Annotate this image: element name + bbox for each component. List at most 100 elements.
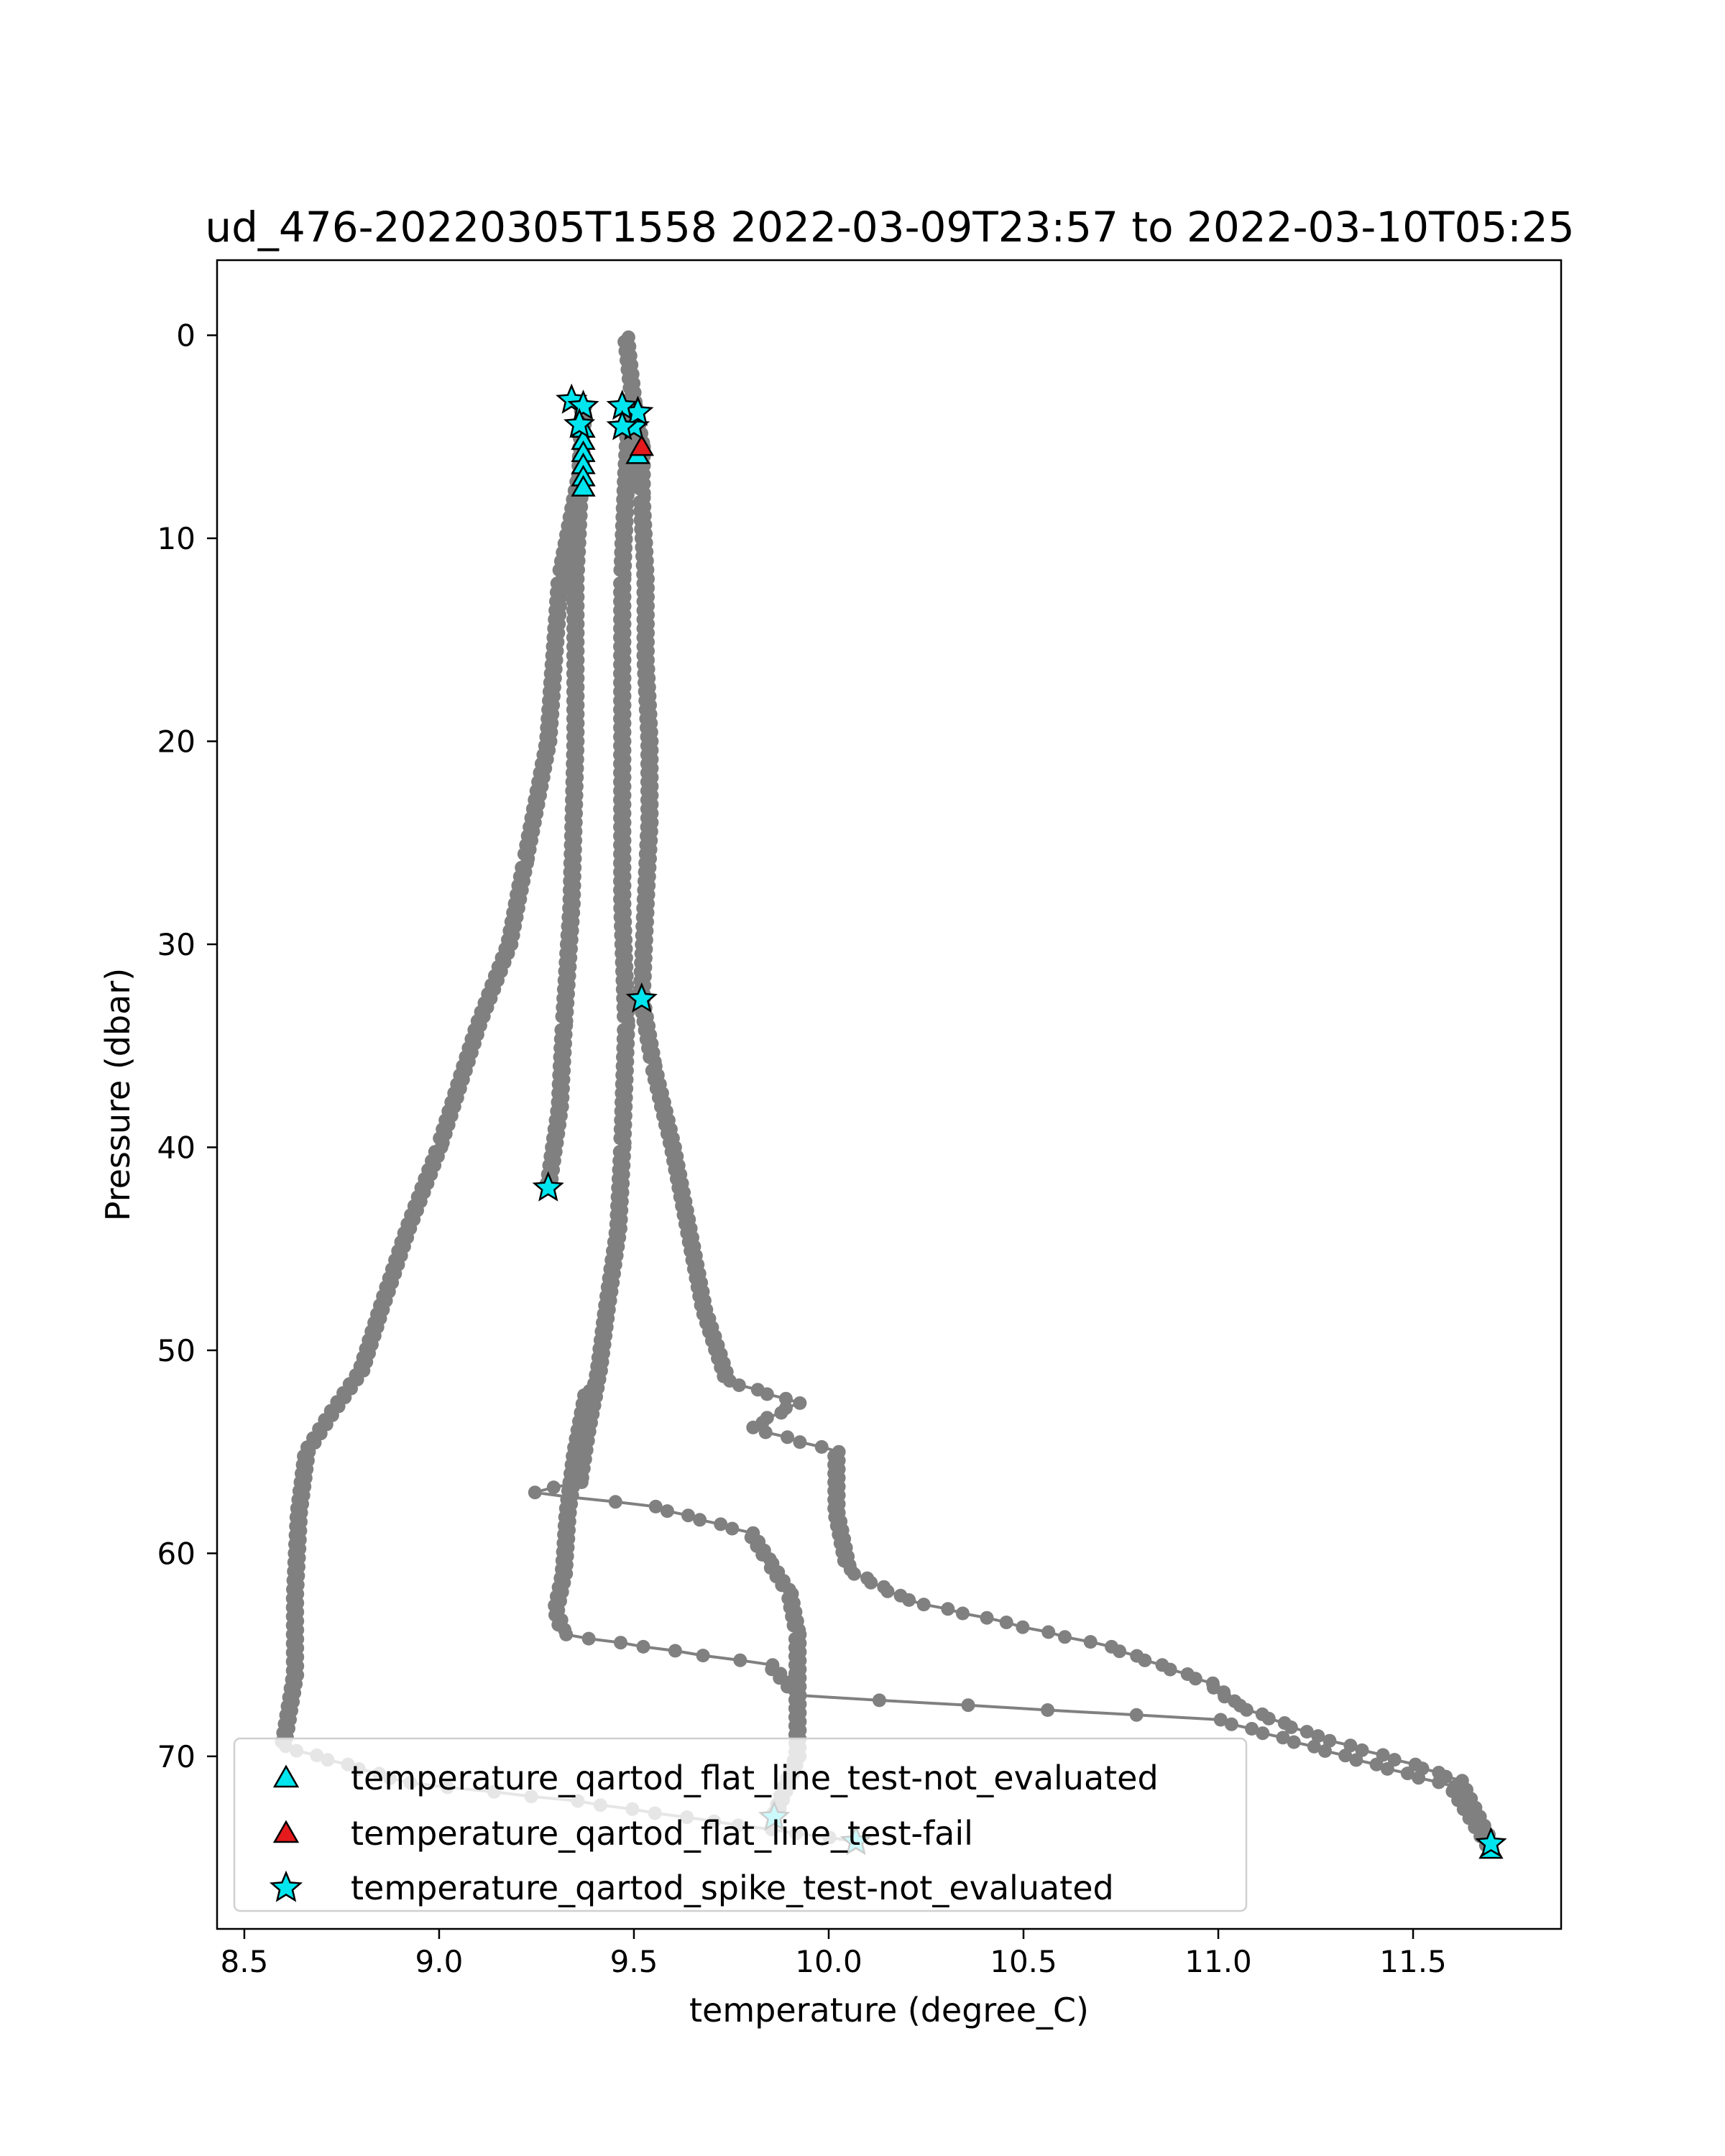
y-tick-label: 20 xyxy=(157,724,196,759)
data-point xyxy=(760,1387,774,1401)
spike-not-evaluated-marker xyxy=(532,1171,564,1202)
data-point xyxy=(1322,1733,1337,1748)
spike-not-evaluated-marker xyxy=(606,410,638,441)
data-point xyxy=(1311,1729,1325,1743)
x-tick-label: 8.5 xyxy=(221,1944,269,1979)
data-point xyxy=(1129,1708,1144,1722)
data-point xyxy=(778,1391,793,1406)
data-point xyxy=(746,1420,760,1434)
data-point xyxy=(1287,1735,1301,1749)
legend: temperature_qartod_flat_line_test-not_ev… xyxy=(233,1737,1248,1912)
data-point xyxy=(648,1499,663,1514)
y-tick-label: 0 xyxy=(176,318,196,354)
data-point xyxy=(793,1396,807,1410)
legend-marker xyxy=(269,1870,303,1902)
data-point xyxy=(1113,1644,1127,1659)
x-tick-label: 11.0 xyxy=(1184,1944,1252,1979)
legend-label: temperature_qartod_spike_test-not_evalua… xyxy=(351,1869,1114,1907)
data-point xyxy=(1343,1738,1358,1753)
data-point xyxy=(999,1616,1013,1629)
x-tick-label: 10.0 xyxy=(795,1944,862,1979)
x-tick-label: 9.0 xyxy=(415,1944,464,1979)
data-point xyxy=(1016,1620,1030,1634)
y-tick-label: 60 xyxy=(157,1536,196,1571)
data-point xyxy=(814,1439,829,1454)
data-point xyxy=(725,1521,740,1536)
data-point xyxy=(1318,1744,1332,1758)
spike-not-evaluated-marker xyxy=(1475,1827,1507,1858)
data-point xyxy=(1058,1630,1072,1644)
y-tick-label: 30 xyxy=(157,927,196,962)
data-point xyxy=(660,1504,674,1519)
y-tick-label: 40 xyxy=(157,1130,196,1165)
x-tick-label: 10.5 xyxy=(990,1944,1057,1979)
data-point xyxy=(1369,1757,1384,1772)
flat-line-fail-marker xyxy=(629,434,654,456)
data-point xyxy=(714,1517,728,1531)
data-point xyxy=(732,1378,746,1392)
y-tick-label: 50 xyxy=(157,1333,196,1368)
x-tick-label: 9.5 xyxy=(610,1944,658,1979)
data-point xyxy=(916,1598,931,1612)
data-point xyxy=(1380,1761,1394,1776)
legend-label: temperature_qartod_flat_line_test-fail xyxy=(351,1814,973,1853)
data-point xyxy=(980,1611,994,1625)
profile-series xyxy=(548,1383,1498,1857)
data-point xyxy=(1284,1720,1298,1734)
data-point xyxy=(941,1602,955,1616)
data-point xyxy=(793,1435,807,1450)
x-tick-label: 11.5 xyxy=(1379,1944,1447,1979)
data-point xyxy=(1256,1726,1270,1741)
x-axis-label: temperature (degree_C) xyxy=(689,1991,1089,2030)
chart-title: ud_476-20220305T1558 2022-03-09T23:57 to… xyxy=(205,203,1574,252)
data-point xyxy=(781,1430,794,1445)
data-point xyxy=(636,1639,650,1654)
data-point xyxy=(581,1631,596,1646)
data-point xyxy=(955,1606,970,1621)
data-point xyxy=(1432,1775,1446,1789)
spike-not-evaluated-marker xyxy=(564,407,596,438)
data-point xyxy=(1224,1717,1238,1731)
y-tick-label: 10 xyxy=(157,521,196,556)
data-point xyxy=(872,1693,886,1708)
data-point xyxy=(902,1593,916,1607)
data-point xyxy=(1387,1753,1402,1767)
data-point xyxy=(1400,1766,1414,1781)
data-point xyxy=(1338,1749,1353,1763)
axes: 8.5 9.0 9.5 10.0 10.5 11.0 11.5 0 10 20 30 40 50 60 70 xyxy=(157,318,1447,1979)
y-axis-label: Pressure (dbar) xyxy=(98,968,137,1221)
data-point xyxy=(733,1653,748,1667)
data-point xyxy=(1213,1713,1228,1727)
legend-label: temperature_qartod_flat_line_test-not_ev… xyxy=(351,1759,1159,1797)
data-point xyxy=(1412,1771,1426,1785)
data-point xyxy=(847,1567,861,1581)
data-point xyxy=(1307,1739,1321,1754)
data-point xyxy=(693,1513,707,1527)
data-point xyxy=(1239,1703,1254,1717)
spike-not-evaluated-marker xyxy=(625,982,658,1013)
flat-line-not-evaluated-marker xyxy=(571,474,596,497)
data-point xyxy=(528,1485,542,1500)
legend-marker xyxy=(272,1764,300,1788)
data-point xyxy=(1276,1731,1290,1745)
data-point xyxy=(681,1508,695,1523)
data-point xyxy=(1138,1653,1152,1667)
data-point xyxy=(880,1584,895,1598)
profile-line xyxy=(622,336,1492,1845)
data-point xyxy=(793,1688,807,1703)
spike-not-evaluated-marker xyxy=(567,390,599,420)
data-point xyxy=(961,1698,975,1713)
data-point xyxy=(668,1644,682,1658)
legend-box xyxy=(233,1737,1248,1912)
legend-marker xyxy=(272,1820,300,1843)
y-tick-label: 70 xyxy=(157,1739,196,1774)
data-point xyxy=(696,1649,710,1663)
data-point xyxy=(1041,1703,1055,1717)
qc-flags xyxy=(532,383,1507,1859)
data-point xyxy=(1188,1672,1202,1686)
data-point xyxy=(864,1575,878,1590)
data-point xyxy=(758,1425,773,1439)
data-point xyxy=(546,1480,561,1495)
data-point xyxy=(1041,1625,1056,1639)
